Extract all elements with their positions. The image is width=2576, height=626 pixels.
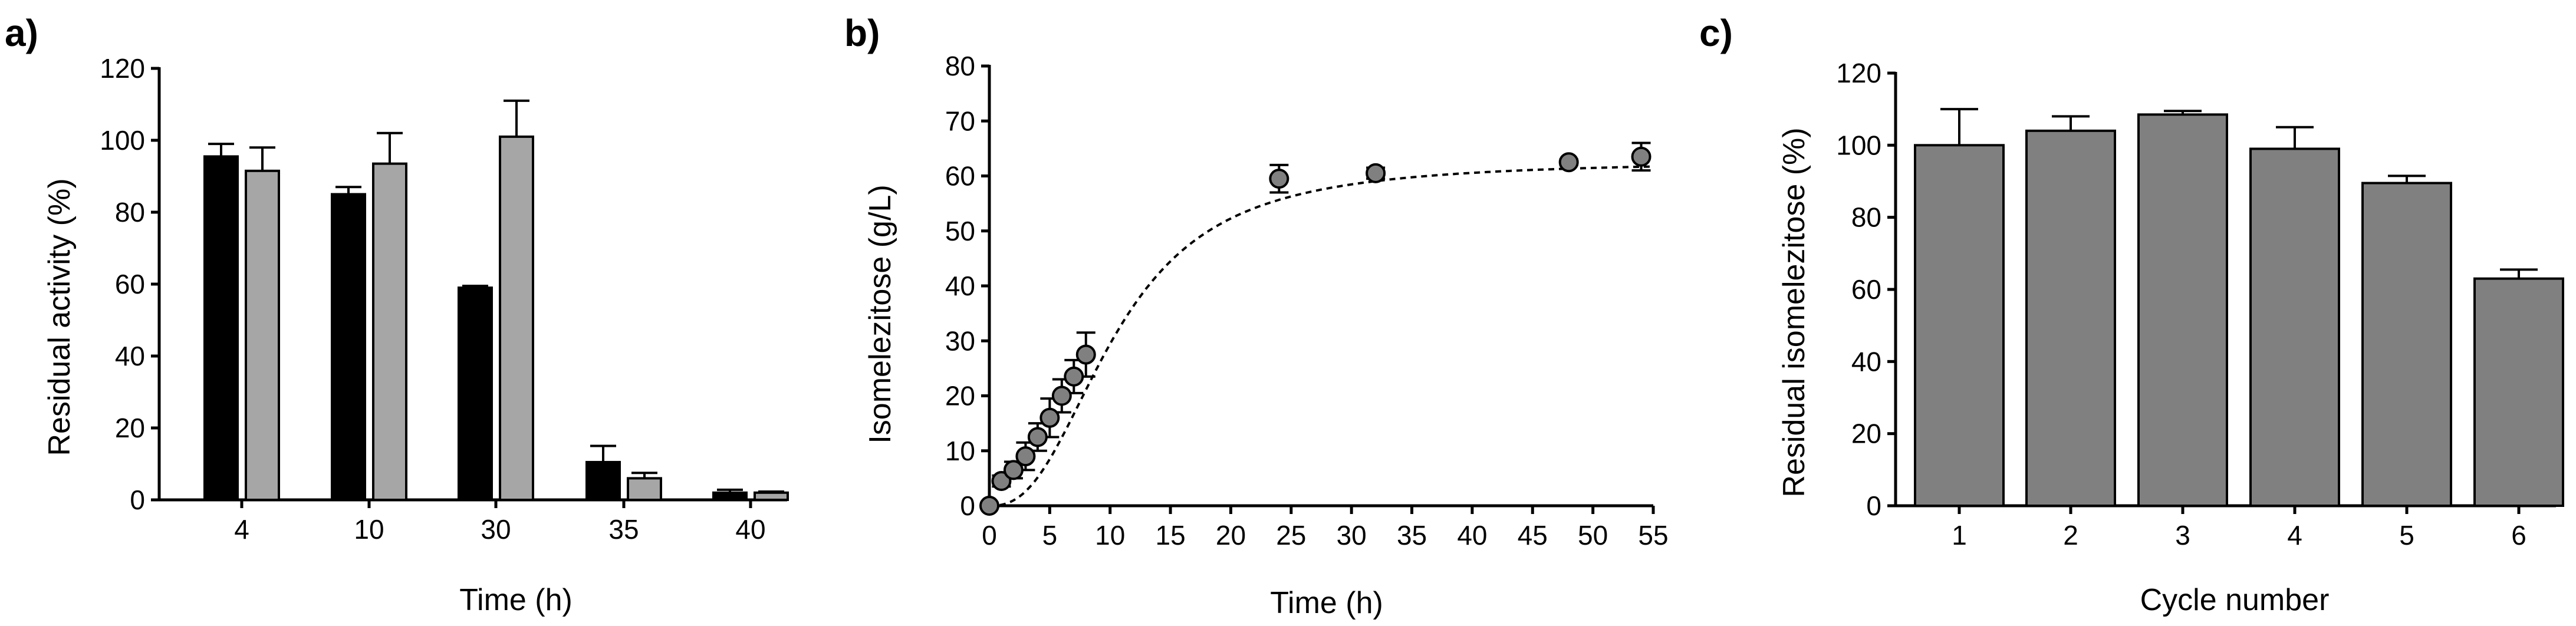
panel-c-xtick-label: 3 <box>2175 520 2190 551</box>
panel-b-marks: 0 10 20 30 40 50 60 70 80 0 5 10 15 20 25 30 35 40 45 50 55 <box>945 51 1669 551</box>
panel-b-ytick-label: 50 <box>945 216 975 246</box>
panel-b-xtick-label: 50 <box>1578 520 1608 551</box>
panel-b-point <box>1558 152 1579 173</box>
panel-b-point <box>1051 386 1072 406</box>
panel-c-ytick-label: 60 <box>1851 274 1881 305</box>
panel-c-bar <box>1914 144 2005 508</box>
panel-a-bar-s1 <box>585 460 621 502</box>
panel-c-bar <box>2361 182 2452 507</box>
panel-c-marks: 0 20 40 60 80 100 120 1 2 3 4 5 6 <box>1836 58 2564 551</box>
panel-b-xtick-label: 5 <box>1042 520 1058 551</box>
panel-c-xlabel: Cycle number <box>2140 583 2330 617</box>
panel-b-xtick-label: 20 <box>1216 520 1246 551</box>
panel-b-point <box>1003 460 1024 480</box>
panel-b-point <box>1631 146 1651 167</box>
panel-a: a) Residual activity (%) Time (h) 0 20 40 6… <box>5 12 789 617</box>
panel-c-bar <box>2473 277 2564 507</box>
panel-a-ytick-label: 100 <box>100 125 145 156</box>
panel-c-xtick-label: 2 <box>2063 520 2078 551</box>
panel-b-xtick-label: 40 <box>1457 520 1487 551</box>
panel-b-xtick-label: 10 <box>1095 520 1125 551</box>
panel-b-point <box>1075 344 1096 365</box>
panel-b-ytick-label: 20 <box>945 381 975 411</box>
panel-b-ytick-label: 10 <box>945 436 975 466</box>
panel-c-ytick-label: 40 <box>1851 346 1881 377</box>
panel-a-ytick-label: 60 <box>115 269 145 299</box>
panel-a-xtick-label: 35 <box>608 514 639 545</box>
panel-b-point <box>991 471 1012 492</box>
panel-c-bar <box>2025 129 2116 508</box>
panel-c: c) Residual isomelezitose (%) Cycle numb… <box>1699 12 2564 617</box>
panel-c-label: c) <box>1699 12 1733 54</box>
panel-b-ytick-label: 70 <box>945 106 975 136</box>
panel-b-point <box>1039 407 1060 428</box>
panel-b-xtick-label: 15 <box>1156 520 1186 551</box>
panel-c-bar <box>2137 113 2228 507</box>
panel-b-point <box>1269 169 1289 189</box>
panel-b-point <box>979 496 999 516</box>
panel-c-xtick-label: 6 <box>2511 520 2526 551</box>
panel-a-xtick-label: 4 <box>234 514 249 545</box>
panel-b-point <box>1064 366 1084 387</box>
panel-b-ytick-label: 0 <box>960 490 975 521</box>
panel-a-ytick-label: 20 <box>115 413 145 443</box>
panel-b-xlabel: Time (h) <box>1270 586 1383 620</box>
panel-c-ytick-label: 100 <box>1836 130 1881 160</box>
panel-c-xtick-label: 4 <box>2287 520 2302 551</box>
panel-a-bar-s2 <box>245 169 280 502</box>
panel-a-bar-s2 <box>499 135 534 501</box>
panel-b-xtick-label: 55 <box>1638 520 1668 551</box>
panel-b: b) Isomelezitose (g/L) Time (h) 0 10 20 30 4… <box>844 12 1669 620</box>
panel-c-xtick-label: 5 <box>2399 520 2414 551</box>
panel-b-ytick-label: 30 <box>945 325 975 356</box>
panel-b-point <box>1015 446 1036 467</box>
panel-c-xtick-label: 1 <box>1952 520 1967 551</box>
panel-b-ylabel: Isomelezitose (g/L) <box>863 184 897 443</box>
panel-a-ytick-label: 0 <box>130 485 145 515</box>
panel-a-xtick-label: 40 <box>735 514 765 545</box>
panel-b-xtick-label: 25 <box>1276 520 1306 551</box>
panel-a-ylabel: Residual activity (%) <box>42 178 77 456</box>
panel-c-ytick-label: 0 <box>1866 490 1881 521</box>
panel-a-xlabel: Time (h) <box>459 583 573 617</box>
panel-a-label: a) <box>5 12 38 54</box>
panel-b-fit-curve <box>989 165 1654 507</box>
panel-b-point <box>1027 427 1048 447</box>
panel-a-bar-s2 <box>754 491 789 501</box>
panel-a-xtick-label: 30 <box>481 514 511 545</box>
panel-a-xtick-label: 10 <box>354 514 384 545</box>
panel-a-bar-s1 <box>203 155 239 501</box>
panel-a-ytick-label: 40 <box>115 341 145 371</box>
panel-c-ytick-label: 20 <box>1851 419 1881 449</box>
panel-b-label: b) <box>844 12 880 54</box>
panel-a-bar-s2 <box>372 162 407 501</box>
panel-a-marks: 0 20 40 60 80 100 120 4 10 30 35 40 <box>100 53 789 545</box>
panel-b-xtick-label: 0 <box>982 520 997 551</box>
panel-a-ytick-label: 120 <box>100 53 145 84</box>
panel-c-bar <box>2249 147 2340 507</box>
panel-c-ytick-label: 80 <box>1851 202 1881 233</box>
panel-c-ylabel: Residual isomelezitose (%) <box>1777 127 1811 497</box>
panel-b-ytick-label: 40 <box>945 271 975 301</box>
panel-a-bar-s2 <box>627 477 662 502</box>
panel-a-bar-s1 <box>458 286 493 501</box>
panel-b-ytick-label: 80 <box>945 51 975 81</box>
panel-b-point <box>1366 163 1386 183</box>
panel-b-xtick-label: 35 <box>1397 520 1427 551</box>
panel-b-xtick-label: 45 <box>1518 520 1548 551</box>
panel-a-bar-s1 <box>331 193 366 501</box>
panel-c-ytick-label: 120 <box>1836 58 1881 88</box>
panel-b-ytick-label: 60 <box>945 161 975 192</box>
panel-b-xtick-label: 30 <box>1337 520 1367 551</box>
panel-a-ytick-label: 80 <box>115 197 145 228</box>
panel-a-bar-s1 <box>712 491 748 501</box>
